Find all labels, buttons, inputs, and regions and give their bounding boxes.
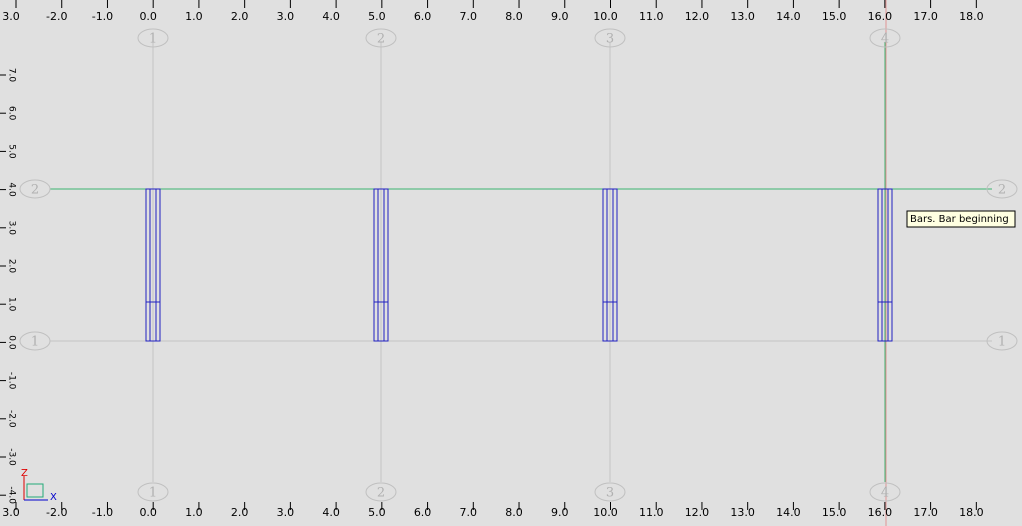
ruler-label: 6.0 [414, 506, 432, 519]
axis-label: 1 [998, 335, 1006, 350]
axis-z-label: Z [21, 468, 28, 479]
axis-label: 2 [998, 183, 1006, 198]
ruler-label: 17.0 [913, 10, 938, 23]
axis-label: 2 [377, 486, 385, 501]
axis-x-label: X [50, 492, 57, 503]
ruler-label: 18.0 [959, 506, 984, 519]
ruler-label: 10.0 [593, 10, 618, 23]
ruler-label: 5.0 [7, 144, 17, 159]
axis-marker [986, 331, 1018, 351]
tooltip-box [906, 210, 1016, 228]
ruler-label: 11.0 [639, 10, 664, 23]
ruler-label: 2.0 [231, 506, 249, 519]
axis-marker [19, 179, 51, 199]
ruler-label: 9.0 [551, 506, 569, 519]
axis-marker [365, 28, 397, 48]
ruler-label: 8.0 [505, 506, 523, 519]
ruler-label: 13.0 [730, 10, 755, 23]
ruler-label: 14.0 [776, 506, 801, 519]
ruler-label: 7.0 [7, 68, 17, 83]
axis-marker [986, 179, 1018, 199]
ruler-label: 6.0 [414, 10, 432, 23]
axis-label: 4 [881, 486, 889, 501]
ruler-label: 3.0 [277, 10, 295, 23]
axis-label: 1 [31, 335, 39, 350]
ruler-label: 0.0 [139, 10, 157, 23]
axis-marker [19, 331, 51, 351]
ruler-label: 17.0 [913, 506, 938, 519]
ruler-label: 5.0 [368, 10, 386, 23]
ruler-label: 5.0 [368, 506, 386, 519]
ruler-label: -3.0 [7, 448, 17, 466]
ruler-label: 12.0 [685, 10, 710, 23]
ruler-label: 15.0 [822, 506, 847, 519]
ruler-label: -1.0 [92, 506, 113, 519]
axis-marker [365, 482, 397, 502]
ruler-label: 1.0 [7, 297, 17, 312]
axis-marker [594, 28, 626, 48]
ruler-label: 7.0 [460, 10, 478, 23]
axis-marker [869, 28, 901, 48]
axis-marker [594, 482, 626, 502]
tooltip: Bars. Bar beginning [910, 214, 1009, 225]
ruler-label: 3.0 [277, 506, 295, 519]
ruler-label: 16.0 [868, 506, 893, 519]
ruler-label: 15.0 [822, 10, 847, 23]
ruler-label: 4.0 [7, 182, 17, 197]
bar [877, 188, 893, 342]
ruler-label: 2.0 [231, 10, 249, 23]
ruler-label: 2.0 [7, 259, 17, 274]
axis-label: 2 [377, 32, 385, 47]
ruler-label: -1.0 [7, 372, 17, 390]
ruler-label: 1.0 [185, 10, 203, 23]
axis-box [26, 483, 44, 498]
ruler-label: 0.0 [139, 506, 157, 519]
axis-marker [869, 482, 901, 502]
ruler-label: 1.0 [185, 506, 203, 519]
ruler-label: -4.0 [7, 486, 17, 504]
ruler-label: 13.0 [730, 506, 755, 519]
axis-label: 2 [31, 183, 39, 198]
ruler-label: 0.0 [7, 335, 17, 350]
axis-label: 1 [149, 32, 157, 47]
ruler-label: 4.0 [322, 10, 340, 23]
axis-marker [137, 28, 169, 48]
ruler-label: -2.0 [46, 10, 67, 23]
ruler-label: 10.0 [593, 506, 618, 519]
bar [373, 188, 389, 342]
ruler-label: -1.0 [92, 10, 113, 23]
axis-label: 1 [149, 486, 157, 501]
ruler-label: -2.0 [7, 410, 17, 428]
ruler-label: 3.0 [2, 10, 20, 23]
bar [602, 188, 618, 342]
axis-label: 3 [606, 486, 614, 501]
ruler-label: 3.0 [7, 221, 17, 236]
axis-marker [137, 482, 169, 502]
ruler-label: 4.0 [322, 506, 340, 519]
ruler-label: 3.0 [2, 506, 20, 519]
ruler-label: 9.0 [551, 10, 569, 23]
ruler-label: 12.0 [685, 506, 710, 519]
ruler-label: 14.0 [776, 10, 801, 23]
bar [145, 188, 161, 342]
ruler-label: -2.0 [46, 506, 67, 519]
ruler-label: 18.0 [959, 10, 984, 23]
ruler-label: 6.0 [7, 106, 17, 121]
ruler-label: 8.0 [505, 10, 523, 23]
axis-label: 3 [606, 32, 614, 47]
ruler-label: 7.0 [460, 506, 478, 519]
ruler-label: 11.0 [639, 506, 664, 519]
ruler-label: 16.0 [868, 10, 893, 23]
axis-label: 4 [881, 32, 889, 47]
